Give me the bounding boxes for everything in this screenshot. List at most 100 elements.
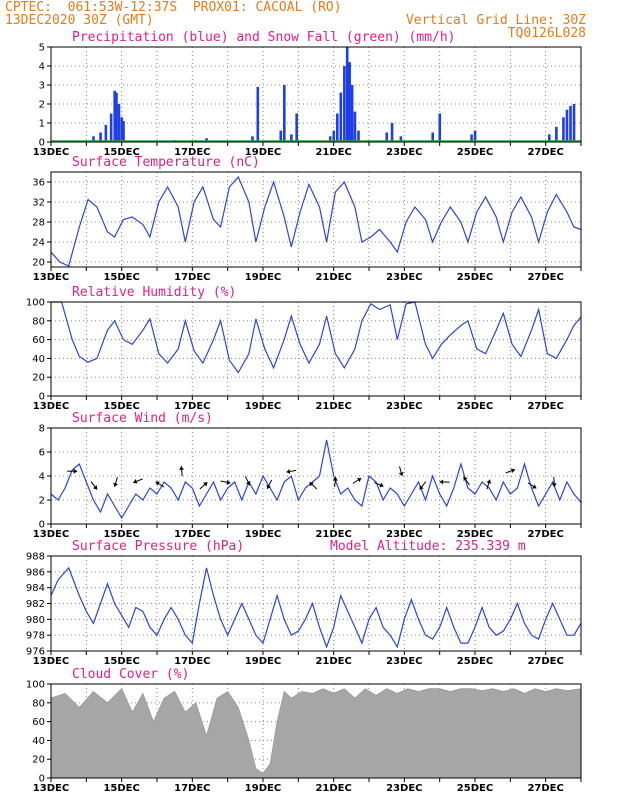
x-tick-label: 27DEC	[527, 147, 563, 158]
y-tick-label: 986	[26, 567, 45, 578]
y-tick-label: 976	[26, 647, 45, 658]
precip-bar	[390, 123, 394, 142]
precip-bar	[113, 90, 116, 142]
precip-bar	[470, 134, 473, 142]
precip-bar	[562, 117, 565, 142]
y-tick-label: 982	[26, 599, 45, 610]
precip-bar	[438, 113, 442, 142]
precip-bar	[399, 136, 403, 142]
y-tick-label: 8	[39, 424, 45, 435]
precip-bar	[548, 134, 551, 142]
y-tick-label: 20	[32, 755, 45, 766]
y-tick-label: 0	[39, 138, 45, 149]
precip-bar	[99, 132, 102, 142]
x-tick-label: 27DEC	[527, 656, 563, 667]
series-line	[50, 175, 582, 267]
x-tick-label: 23DEC	[386, 272, 422, 283]
wind-arrow-icon	[133, 478, 143, 484]
y-tick-label: 24	[32, 238, 45, 249]
y-tick-label: 80	[32, 316, 45, 327]
header-date: 13DEC2020 30Z (GMT)	[5, 13, 154, 28]
panel-title: Relative Humidity (%)	[72, 285, 236, 300]
x-tick-label: 21DEC	[315, 529, 351, 540]
wind-arrow-icon	[398, 466, 404, 477]
panel-wind: Surface Wind (m/s) 0 2 4 6 8 13DEC 15DEC 17DEC 19…	[33, 411, 582, 540]
y-tick-label: 980	[26, 615, 45, 626]
panel-frame	[50, 171, 582, 268]
x-tick-label: 25DEC	[457, 529, 493, 540]
header-line1: CPTEC: 061:53W-12:37S PROX01: CACOAL (RO…	[5, 0, 342, 15]
y-tick-label: 28	[32, 218, 45, 229]
header-model-code: TQ0126L028	[507, 26, 586, 41]
x-tick-label: 17DEC	[174, 529, 210, 540]
x-tick-label: 23DEC	[386, 783, 422, 794]
panel-title: Surface Pressure (hPa)	[72, 539, 244, 554]
wind-arrow-icon	[67, 468, 78, 474]
x-tick-label: 19DEC	[245, 272, 281, 283]
wind-arrow-icon	[486, 479, 492, 490]
x-tick-label: 27DEC	[527, 401, 563, 412]
y-tick-label: 100	[26, 298, 45, 309]
cloud-cover-area	[50, 688, 582, 779]
precip-bar	[104, 124, 108, 142]
x-tick-label: 27DEC	[527, 529, 563, 540]
panel-frame	[50, 555, 582, 652]
precip-bar	[290, 134, 293, 142]
x-tick-label: 15DEC	[103, 656, 139, 667]
precip-bar	[473, 130, 477, 142]
wind-arrow-icon	[419, 481, 427, 490]
x-tick-label: 21DEC	[315, 401, 351, 412]
precip-bar	[350, 85, 354, 142]
y-tick-label: 3	[39, 81, 45, 92]
wind-arrow-icon	[309, 481, 318, 490]
y-tick-label: 32	[32, 198, 45, 209]
x-tick-label: 23DEC	[386, 529, 422, 540]
y-tick-label: 36	[32, 178, 45, 189]
panel-title: Precipitation (blue) and Snow Fall (gree…	[72, 30, 456, 45]
precip-bar	[353, 111, 357, 142]
wind-arrow-icon	[244, 476, 251, 486]
x-tick-label: 25DEC	[457, 783, 493, 794]
panel-frame	[50, 301, 582, 397]
wind-arrow-icon	[527, 482, 537, 489]
wind-arrow-icon	[266, 479, 273, 490]
wind-arrow-icon	[352, 477, 362, 484]
x-tick-label: 19DEC	[245, 147, 281, 158]
panel-frame	[50, 683, 582, 779]
x-tick-label: 15DEC	[103, 272, 139, 283]
precip-bar	[205, 138, 208, 142]
y-tick-label: 40	[32, 736, 45, 747]
precip-bar	[336, 113, 339, 142]
precip-bar	[279, 130, 283, 142]
x-tick-label: 19DEC	[245, 656, 281, 667]
series-line	[50, 439, 582, 520]
precip-bar	[109, 113, 113, 142]
precip-bar	[345, 47, 349, 142]
precip-bar	[251, 136, 254, 142]
wind-arrow-icon	[179, 466, 185, 477]
x-tick-label: 27DEC	[527, 272, 563, 283]
panel-rh: Relative Humidity (%) 0 20 40 60 80 100 13DEC 15…	[26, 285, 582, 412]
x-tick-label: 17DEC	[174, 401, 210, 412]
x-tick-label: 19DEC	[245, 783, 281, 794]
y-tick-label: 1	[39, 119, 45, 130]
x-tick-label: 17DEC	[174, 272, 210, 283]
x-tick-label: 21DEC	[315, 147, 351, 158]
precip-bar	[555, 126, 558, 142]
y-tick-label: 20	[32, 373, 45, 384]
y-tick-label: 984	[26, 583, 45, 594]
y-tick-label: 40	[32, 354, 45, 365]
panel-cloud: Cloud Cover (%) 0 20 40 60 80 100 13DEC 15DEC 17D…	[26, 667, 582, 794]
y-tick-label: 60	[32, 335, 45, 346]
precip-bar	[117, 104, 121, 142]
y-tick-label: 0	[39, 520, 45, 531]
precip-bar	[256, 86, 260, 142]
header-grid-note: Vertical Grid Line: 30Z	[405, 13, 586, 28]
precip-bar	[328, 136, 332, 142]
panel-frame	[50, 427, 582, 525]
precip-bar	[339, 92, 343, 142]
precip-bar	[122, 121, 125, 142]
x-tick-label: 25DEC	[457, 272, 493, 283]
precip-bar	[120, 117, 124, 142]
wind-arrow-icon	[113, 477, 118, 487]
